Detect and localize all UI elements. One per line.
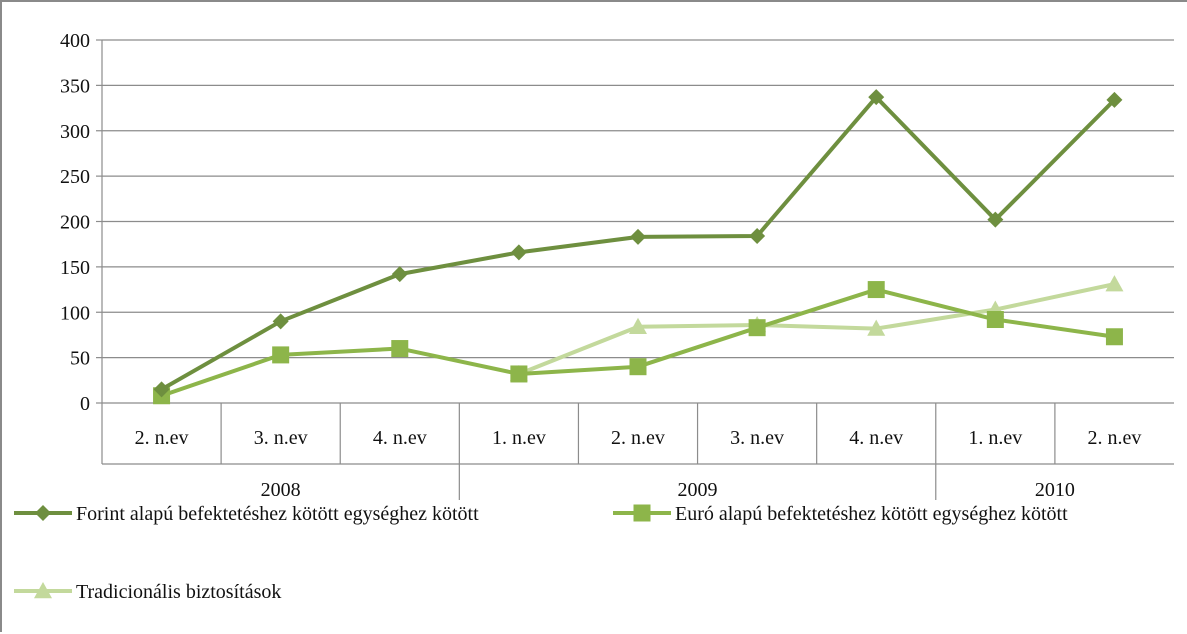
x-category-label: 2. n.ev [1087, 427, 1141, 449]
data-point [868, 89, 885, 106]
x-category-label: 2. n.ev [611, 427, 665, 449]
series-triangle [509, 275, 1124, 382]
x-category-labels: 2. n.ev 3. n.ev 4. n.ev 1. n.ev 2. n.ev 3. n.… [135, 427, 1142, 449]
x-category-label: 1. n.ev [968, 427, 1022, 449]
legend-item: Tradicionális biztosítások [14, 581, 281, 603]
series-line [516, 282, 1117, 376]
y-tick-label: 400 [60, 30, 90, 52]
data-point [987, 211, 1004, 228]
gridlines [102, 39, 1174, 359]
data-point [272, 346, 290, 364]
data-point [272, 313, 289, 330]
data-point [748, 319, 766, 337]
series-square [153, 281, 1123, 405]
series [153, 89, 1124, 405]
data-point [629, 358, 647, 376]
data-point [510, 244, 527, 261]
x-group-label: 2008 [261, 479, 301, 501]
series-line [159, 287, 1117, 398]
y-tick-label: 200 [60, 212, 90, 234]
y-tick-label: 250 [60, 166, 90, 188]
x-category-label: 3. n.ev [254, 427, 308, 449]
legend-label: Euró alapú befektetéshez kötött egységhe… [675, 503, 1068, 525]
data-point [1105, 275, 1124, 292]
data-point [867, 281, 885, 299]
data-point [867, 319, 886, 336]
y-tick-label: 150 [60, 257, 90, 279]
legend-swatch-marker [35, 505, 51, 521]
x-category-label: 3. n.ev [730, 427, 784, 449]
data-point [1105, 328, 1123, 346]
legend-swatch-marker [34, 582, 52, 599]
data-point [391, 266, 408, 283]
axes [96, 39, 1174, 500]
y-tick-label: 0 [80, 393, 90, 415]
y-tick-label: 50 [70, 348, 90, 370]
legend: Forint alapú befektetéshez kötött egység… [14, 503, 1068, 603]
x-category-label: 2. n.ev [135, 427, 189, 449]
legend-item: Forint alapú befektetéshez kötött egység… [14, 503, 479, 525]
data-point [510, 365, 528, 383]
y-tick-label: 350 [60, 75, 90, 97]
x-group-label: 2010 [1035, 479, 1075, 501]
data-point [749, 228, 766, 245]
legend-label: Tradicionális biztosítások [76, 581, 281, 603]
x-category-label: 1. n.ev [492, 427, 546, 449]
legend-swatch-marker [633, 504, 651, 522]
data-point [1106, 91, 1123, 108]
x-category-label: 4. n.ev [373, 427, 427, 449]
legend-item: Euró alapú befektetéshez kötött egységhe… [613, 503, 1068, 525]
y-tick-labels: 0 50 100 150 200 250 300 350 400 [60, 30, 90, 415]
series-diamond [153, 89, 1123, 398]
y-tick-label: 300 [60, 121, 90, 143]
data-point [986, 311, 1004, 329]
data-point [630, 228, 646, 245]
x-group-labels: 2008 2009 2010 [261, 479, 1075, 501]
legend-label: Forint alapú befektetéshez kötött egység… [76, 503, 479, 525]
x-category-label: 4. n.ev [849, 427, 903, 449]
data-point [629, 317, 647, 334]
y-tick-label: 100 [60, 302, 90, 324]
x-group-label: 2009 [678, 479, 718, 501]
data-point [391, 340, 409, 358]
data-point [153, 381, 170, 398]
